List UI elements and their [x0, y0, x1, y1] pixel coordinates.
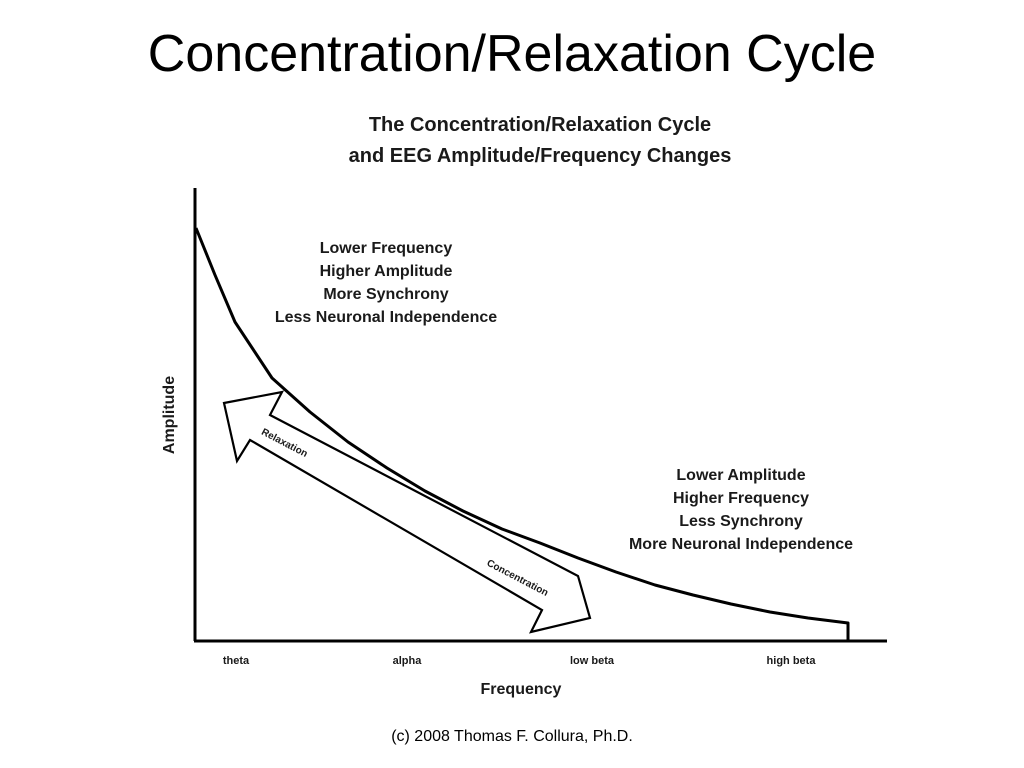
high-frequency-description: Lower Amplitude Higher Frequency Less Sy… — [629, 467, 853, 553]
low-freq-line-3: More Synchrony — [323, 286, 448, 303]
x-tick-alpha: alpha — [393, 655, 423, 667]
x-axis-label: Frequency — [481, 681, 562, 698]
y-axis-label: Amplitude — [161, 376, 178, 454]
amplitude-curve — [194, 227, 850, 641]
x-tick-high-beta: high beta — [767, 655, 817, 667]
high-freq-line-4: More Neuronal Independence — [629, 536, 853, 553]
double-arrow-icon — [222, 390, 592, 634]
high-freq-line-2: Higher Frequency — [673, 490, 809, 507]
high-freq-line-1: Lower Amplitude — [676, 467, 805, 484]
diagram-title-line1: The Concentration/Relaxation Cycle — [369, 114, 711, 136]
slide-title: Concentration/Relaxation Cycle — [147, 25, 877, 83]
x-tick-low-beta: low beta — [570, 655, 615, 667]
low-freq-line-2: Higher Amplitude — [320, 263, 453, 280]
copyright-footer: (c) 2008 Thomas F. Collura, Ph.D. — [391, 728, 633, 745]
low-freq-line-4: Less Neuronal Independence — [275, 309, 497, 326]
diagram-title-line2: and EEG Amplitude/Frequency Changes — [349, 145, 732, 167]
x-tick-theta: theta — [223, 655, 250, 667]
low-freq-line-1: Lower Frequency — [320, 240, 453, 257]
high-freq-line-3: Less Synchrony — [679, 513, 803, 530]
low-frequency-description: Lower Frequency Higher Amplitude More Sy… — [275, 240, 497, 326]
